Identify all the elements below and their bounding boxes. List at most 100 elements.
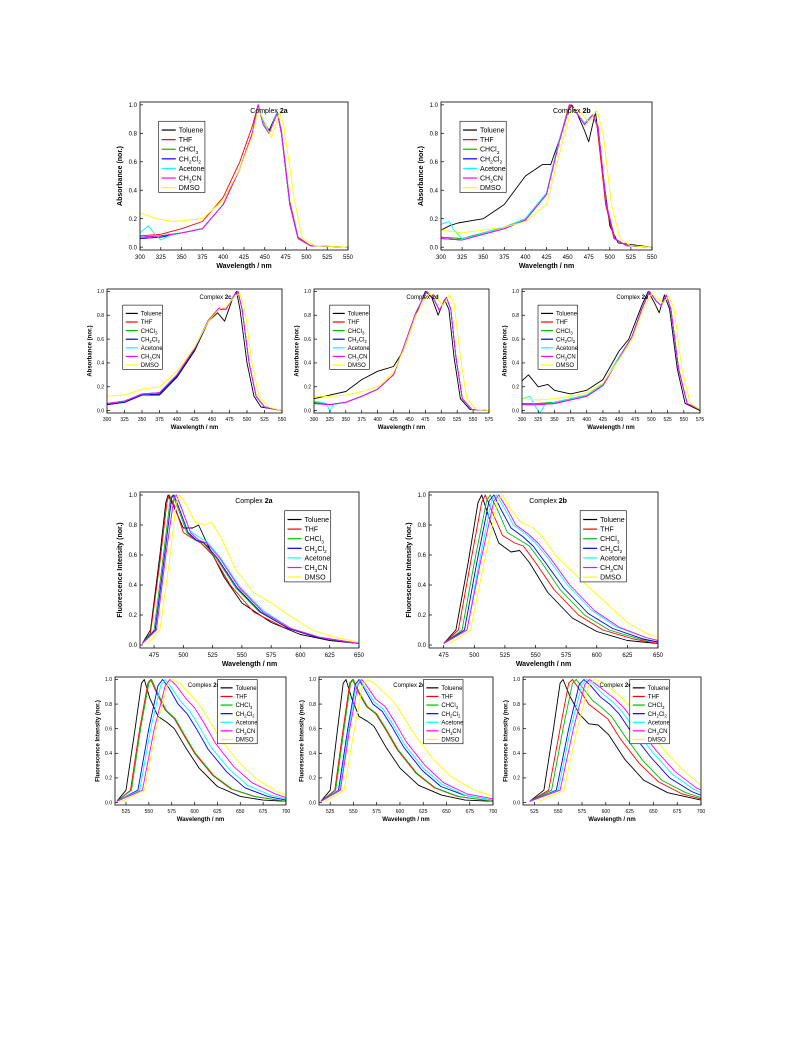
y-tick-label: 0.6 [304,337,311,343]
y-tick-label: 0.2 [309,776,316,782]
x-tick-label: 450 [563,255,574,261]
chart-fl2a: 475 500 525 550 575 600 625 650 0.0 0.2 0.4 0.6 0.8 1… [117,491,365,668]
legend-label: CHCl3 [141,329,158,336]
legend-label: Acetone [600,555,626,562]
x-tick-label: 575 [485,417,494,423]
series-line-chcl3 [320,679,493,802]
legend-label: DMSO [480,185,502,192]
y-tick-label: 0.2 [97,385,104,391]
x-tick-label: 425 [599,417,608,423]
x-tick-label: 550 [531,653,542,659]
x-tick-label: 375 [358,417,367,423]
y-tick-label: 0.4 [513,751,520,757]
y-tick-label: 0.8 [304,313,311,319]
x-axis-label: Wavelength / nm [222,661,277,668]
x-tick-label: 350 [478,255,489,261]
y-tick-label: 0.6 [430,160,439,166]
plot-frame [139,491,360,649]
legend-label: Toluene [348,312,370,318]
y-tick-label: 0.2 [129,217,138,223]
x-tick-label: 300 [518,417,527,423]
legend-label: Toluene [141,312,163,318]
legend-label: DMSO [348,363,366,369]
x-tick-label: 500 [647,417,656,423]
series-line-toluene [314,290,489,412]
legend-label: Toluene [600,517,625,524]
series-line-chcl3 [529,679,701,802]
legend-label: DMSO [179,185,201,192]
legend-label: CHCl3 [348,329,365,336]
x-tick-label: 300 [436,255,447,261]
y-tick-label: 0.0 [430,245,439,251]
x-axis-label: Wavelength / nm [519,263,574,270]
chart-title: Complex 2c [188,683,221,689]
x-tick-label: 525 [260,417,269,423]
y-tick-label: 1.0 [105,677,112,683]
chart-title: Complex 2e [600,683,633,689]
x-tick-label: 525 [453,417,462,423]
x-tick-label: 400 [218,255,229,261]
x-tick-label: 425 [541,255,552,261]
legend-label: DMSO [141,363,159,369]
series-line-ch2cl2 [529,679,701,802]
legend-label: Toluene [305,517,330,524]
series-line-acetone [443,494,658,644]
x-tick-label: 325 [120,417,129,423]
y-axis-label: Absorbance (nor.) [294,325,300,376]
legend-label: CHCl3 [179,147,199,156]
legend-label: CH2Cl2 [480,156,502,165]
x-tick-label: 500 [178,653,189,659]
x-tick-label: 525 [663,417,672,423]
x-tick-label: 475 [631,417,640,423]
y-axis-label: Fluorescence Intensity (nor.) [299,700,305,782]
chart-title: Complex 2d [393,683,426,689]
y-tick-label: 1.0 [418,493,427,499]
y-tick-label: 0.8 [512,313,519,319]
series-line-toluene [529,679,701,802]
legend-label: Acetone [441,720,464,726]
legend-label: Toluene [556,312,578,318]
series-line-toluene [320,679,493,802]
legend-box [537,304,578,370]
y-tick-label: 0.0 [129,643,138,649]
x-tick-label: 625 [213,809,222,815]
legend-label: Toluene [648,686,670,692]
y-axis-label: Fluorescence Intensity (nor.) [503,700,509,782]
legend-box [579,510,627,583]
x-tick-label: 325 [156,255,167,261]
x-tick-label: 475 [439,653,450,659]
y-tick-label: 0.6 [418,553,427,559]
legend-label: Toluene [236,686,258,692]
legend-label: CHCl3 [480,147,500,156]
x-tick-label: 525 [322,255,333,261]
legend-label: CHCl3 [441,703,458,710]
series-line-ch2cl2 [141,494,359,644]
y-tick-label: 0.6 [309,726,316,732]
plot-frame [522,676,702,806]
legend-label: THF [305,527,319,534]
legend-label: THF [480,137,494,144]
chart-fl2b: 475 500 525 550 575 600 625 650 0.0 0.2 0.4 0.6 0.8 1… [406,491,664,668]
x-tick-label: 550 [647,255,658,261]
series-line-dmso [522,293,700,410]
series-group [522,290,700,413]
x-tick-label: 350 [138,417,147,423]
x-tick-label: 550 [237,653,248,659]
plot-frame [114,676,287,806]
x-tick-label: 675 [466,809,475,815]
legend-label: Acetone [348,346,371,352]
x-tick-label: 600 [592,653,603,659]
x-tick-label: 475 [584,255,595,261]
y-tick-label: 0.6 [105,726,112,732]
x-tick-label: 300 [103,417,112,423]
series-group [116,679,286,802]
legend-label: CH3CN [441,729,461,736]
chart-title: Complex 2c [199,295,232,301]
y-tick-label: 0.8 [105,702,112,708]
series-group [441,104,652,248]
y-tick-label: 0.8 [129,523,138,529]
legend-label: DMSO [556,363,574,369]
